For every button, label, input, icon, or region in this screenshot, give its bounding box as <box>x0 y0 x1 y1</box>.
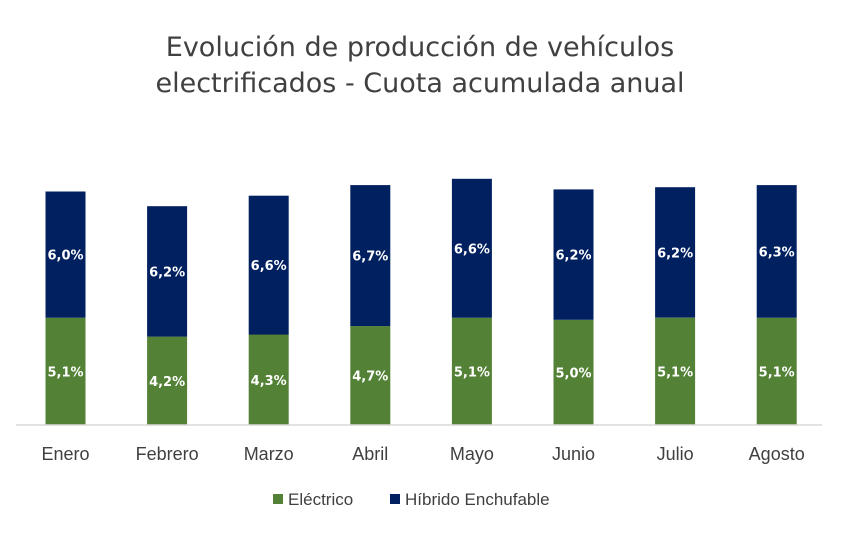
bar-electrico-febrero <box>147 336 188 425</box>
x-tick-label-agosto: Agosto <box>749 444 805 464</box>
bar-hibrido-mayo <box>451 178 492 318</box>
data-label-hibrido-mayo: 6,6% <box>454 242 490 257</box>
bar-hibrido-enero <box>45 191 86 318</box>
bar-hibrido-agosto <box>756 185 797 318</box>
data-label-hibrido-junio: 6,2% <box>555 249 591 264</box>
data-label-electrico-febrero: 4,2% <box>149 375 185 390</box>
bar-electrico-mayo <box>451 317 492 425</box>
bar-electrico-enero <box>45 317 86 425</box>
x-tick-label-febrero: Febrero <box>136 444 199 464</box>
data-label-hibrido-julio: 6,2% <box>657 247 693 262</box>
x-tick-label-junio: Junio <box>552 444 595 464</box>
data-label-electrico-mayo: 5,1% <box>454 365 490 380</box>
legend-label-electrico: Eléctrico <box>288 490 353 509</box>
bars-layer: 5,1% 6,0% 4,2% 6,2% 4,3% 6,6% 4,7% 6,7% 5,1% 6,6%… <box>45 178 797 425</box>
bar-electrico-marzo <box>248 334 289 425</box>
bar-electrico-abril <box>350 326 391 425</box>
legend-swatch-hibrido <box>390 494 400 504</box>
bar-electrico-junio <box>553 319 594 425</box>
x-tick-label-abril: Abril <box>352 444 388 464</box>
bar-hibrido-junio <box>553 189 594 320</box>
bar-hibrido-marzo <box>248 195 289 335</box>
legend-label-hibrido: Híbrido Enchufable <box>405 490 550 509</box>
bar-hibrido-julio <box>655 187 696 318</box>
data-label-electrico-marzo: 4,3% <box>251 374 287 389</box>
bar-electrico-agosto <box>756 317 797 425</box>
x-tick-label-julio: Julio <box>657 444 694 464</box>
data-label-electrico-julio: 5,1% <box>657 365 693 380</box>
data-label-hibrido-febrero: 6,2% <box>149 265 185 280</box>
bar-electrico-julio <box>655 317 696 425</box>
chart-title-line-2: electrificados - Cuota acumulada anual <box>155 68 684 99</box>
data-label-electrico-junio: 5,0% <box>555 366 591 381</box>
chart-title-line-1: Evolución de producción de vehículos <box>166 32 674 63</box>
chart-title: Evolución de producción de vehículos ele… <box>155 32 684 99</box>
x-tick-label-enero: Enero <box>41 444 89 464</box>
legend-swatch-electrico <box>273 494 283 504</box>
data-label-hibrido-agosto: 6,3% <box>759 245 795 260</box>
data-label-hibrido-abril: 6,7% <box>352 250 388 265</box>
legend: Eléctrico Híbrido Enchufable <box>273 490 550 509</box>
bar-hibrido-abril <box>350 185 391 327</box>
x-tick-label-marzo: Marzo <box>244 444 294 464</box>
data-label-electrico-abril: 4,7% <box>352 370 388 385</box>
data-label-hibrido-marzo: 6,6% <box>251 259 287 274</box>
x-tick-label-mayo: Mayo <box>450 444 494 464</box>
data-label-electrico-agosto: 5,1% <box>759 365 795 380</box>
bar-hibrido-febrero <box>147 206 188 337</box>
data-label-hibrido-enero: 6,0% <box>47 249 83 264</box>
x-axis-tick-labels: Enero Febrero Marzo Abril Mayo Junio Julio Agos… <box>41 444 804 464</box>
data-label-electrico-enero: 5,1% <box>47 365 83 380</box>
